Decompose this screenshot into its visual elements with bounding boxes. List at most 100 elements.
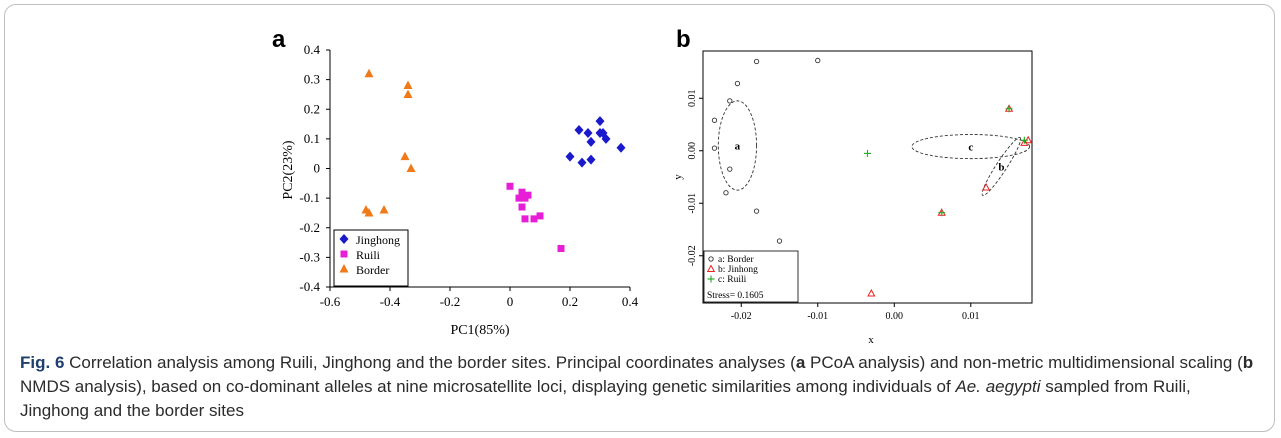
pcoa-x-tick-label: 0 — [507, 294, 514, 309]
pcoa-legend-label-jinghong: Jinghong — [356, 233, 400, 247]
nmds-point — [776, 238, 783, 244]
pcoa-point-jinghong — [583, 127, 593, 138]
nmds-x-tick-label: -0.01 — [807, 311, 828, 322]
pcoa-point-border — [379, 204, 389, 214]
pcoa-x-tick-label: -0.6 — [320, 294, 341, 309]
pcoa-point-ruili — [524, 191, 532, 199]
nmds-point — [1005, 105, 1013, 113]
pcoa-x-label: PC1(85%) — [450, 323, 509, 338]
nmds-stress-label: Stress= 0.1605 — [707, 291, 764, 301]
nmds-point — [723, 190, 729, 196]
panel-label-a: a — [272, 26, 286, 53]
pcoa-point-jinghong — [577, 157, 587, 168]
nmds-legend-label: b: Jinhong — [718, 265, 758, 275]
pcoa-point-ruili — [530, 215, 538, 223]
pcoa-point-ruili — [506, 182, 514, 190]
figure-frame — [4, 4, 1275, 432]
pcoa-point-border — [406, 163, 416, 172]
panel-label-b: b — [676, 26, 691, 53]
nmds-y-tick-label: 0.00 — [687, 142, 698, 160]
nmds-point — [727, 98, 733, 104]
pcoa-point-jinghong — [565, 151, 575, 162]
pcoa-legend-label-border: Border — [356, 263, 389, 277]
nmds-legend-label: a: Border — [718, 255, 754, 265]
caption-part-1: Correlation analysis among Ruili, Jingho… — [69, 353, 796, 372]
nmds-point — [938, 209, 946, 217]
caption-part-3: NMDS analysis), based on co-dominant all… — [20, 377, 956, 396]
pcoa-x-tick-label: -0.4 — [380, 294, 401, 309]
pcoa-point-border — [403, 89, 413, 98]
pcoa-x-tick-label: -0.2 — [440, 294, 461, 309]
nmds-point — [753, 208, 760, 214]
figure-number: Fig. 6 — [20, 353, 65, 372]
pcoa-legend-marker-jinghong — [339, 234, 349, 244]
nmds-point — [815, 57, 821, 64]
caption-part-2: PCoA analysis) and non-metric multidimen… — [805, 353, 1243, 372]
pcoa-point-jinghong — [616, 142, 626, 153]
pcoa-y-tick-label: -0.4 — [299, 279, 320, 294]
pcoa-x-tick-label: 0.4 — [622, 294, 639, 309]
nmds-chart: b -0.02 -0.01 0.00 0.01 -0.02 -0.01 0.00 0.01 x y a… — [672, 26, 1033, 346]
pcoa-y-tick-label: 0 — [314, 161, 321, 176]
pcoa-chart: a-0.4-0.3-0.2-0.100.10.20.30.4-0.6 -0.4 -0… — [272, 26, 639, 338]
nmds-point — [981, 182, 991, 191]
figure-caption: Fig. 6 Correlation analysis among Ruili,… — [20, 351, 1260, 423]
pcoa-y-tick-label: 0.2 — [304, 101, 320, 116]
pcoa-point-ruili — [536, 212, 544, 220]
pcoa-point-border — [403, 80, 413, 90]
nmds-y-tick-label: 0.01 — [687, 90, 698, 108]
caption-part-4: sampled from Ruili, Jinghong and the bor… — [20, 377, 1191, 420]
caption-species: Ae. aegypti — [955, 377, 1041, 396]
pcoa-point-jinghong — [601, 133, 611, 144]
pcoa-point-border — [364, 207, 374, 217]
nmds-point — [753, 58, 760, 65]
nmds-ellipse-label-a: a — [735, 141, 741, 153]
nmds-plot-box — [702, 50, 1033, 304]
caption-bold-b: b — [1242, 353, 1254, 372]
pcoa-point-jinghong — [574, 124, 584, 135]
pcoa-y-tick-label: 0.4 — [304, 42, 321, 57]
nmds-ellipse-b — [981, 137, 1022, 196]
nmds-ellipse-label-b: b — [998, 162, 1004, 174]
pcoa-point-ruili — [515, 194, 523, 202]
pcoa-y-tick-label: -0.3 — [299, 249, 320, 264]
nmds-legend-marker — [708, 256, 714, 262]
nmds-ellipse-c — [911, 134, 1031, 160]
nmds-point — [867, 289, 876, 297]
nmds-legend-marker — [707, 275, 715, 283]
pcoa-legend-marker-border — [339, 264, 349, 273]
pcoa-y-tick-label: -0.2 — [299, 220, 320, 235]
nmds-legend-marker — [706, 264, 716, 272]
pcoa-y-tick-label: -0.1 — [299, 190, 320, 205]
pcoa-point-jinghong — [595, 116, 605, 127]
nmds-x-tick-label: 0.00 — [886, 311, 904, 322]
pcoa-y-tick-label: 0.3 — [304, 72, 320, 87]
pcoa-y-label: PC2(23%) — [281, 140, 296, 199]
pcoa-legend-label-ruili: Ruili — [356, 248, 381, 262]
nmds-y-label: y — [672, 174, 684, 180]
nmds-x-tick-label: 0.01 — [962, 311, 980, 322]
nmds-point — [711, 117, 718, 123]
pcoa-x-tick-label: 0.2 — [562, 294, 578, 309]
nmds-x-label: x — [868, 334, 874, 346]
pcoa-y-tick-label: 0.1 — [304, 131, 320, 146]
pcoa-point-border — [364, 68, 374, 78]
pcoa-point-border — [400, 151, 410, 161]
pcoa-point-ruili — [557, 244, 565, 252]
pcoa-point-jinghong — [586, 136, 596, 147]
nmds-point — [727, 166, 733, 172]
caption-bold-a: a — [795, 353, 806, 372]
nmds-point — [711, 145, 718, 151]
nmds-point — [734, 80, 741, 87]
pcoa-point-ruili — [518, 188, 526, 196]
nmds-y-tick-label: -0.01 — [687, 193, 698, 214]
pcoa-point-ruili — [518, 203, 526, 211]
nmds-point — [864, 149, 871, 157]
figure-canvas: a-0.4-0.3-0.2-0.100.10.20.30.4-0.6 -0.4 -0… — [272, 26, 1033, 346]
pcoa-point-ruili — [521, 215, 529, 223]
nmds-ellipse-a — [717, 100, 758, 191]
nmds-point — [1020, 136, 1028, 144]
nmds-y-tick-label: -0.02 — [687, 245, 698, 266]
